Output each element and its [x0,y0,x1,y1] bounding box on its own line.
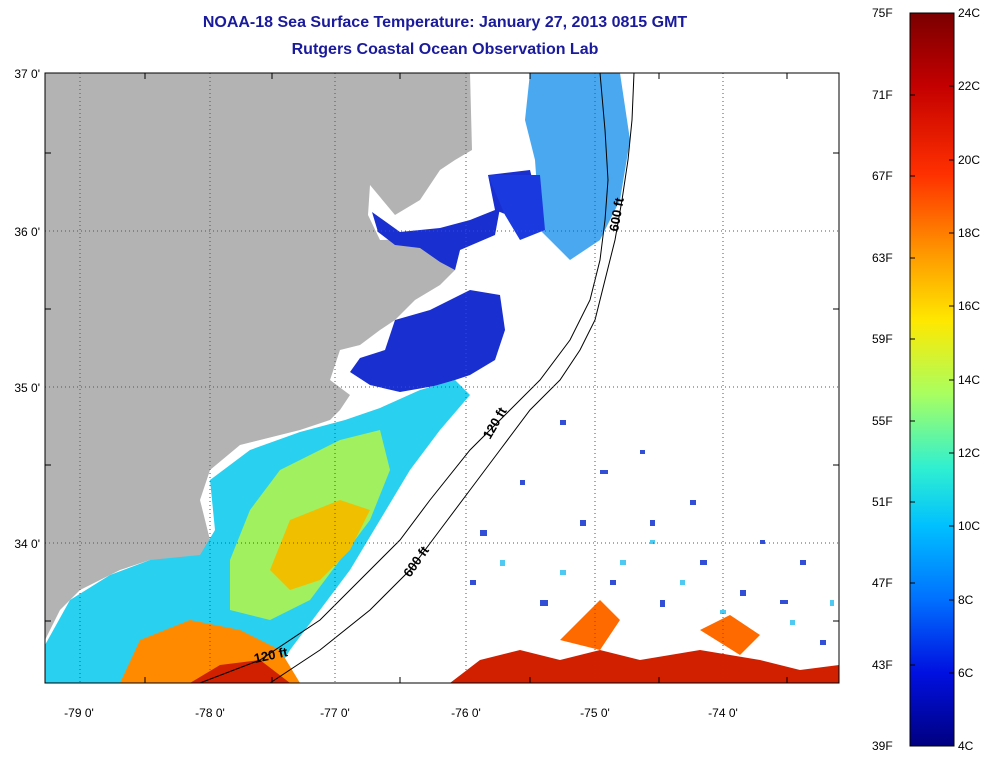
lon-label-78: -78 0' [195,706,225,720]
colorbar-f-67: 67F [872,169,893,183]
colorbar-ticks [910,85,954,674]
gulfstream-core-south [450,650,839,683]
colorbar-c-4: 4C [958,739,974,753]
colorbar-c-14: 14C [958,373,981,387]
colorbar [909,12,955,747]
lat-label-34: 34 0' [14,537,40,551]
gulfstream-patches [560,600,760,655]
colorbar-f-75: 75F [872,6,893,20]
isobath-600ft [269,73,635,683]
shelf-water-hot [270,500,370,590]
lon-label-75: -75 0' [580,706,610,720]
isobath-120ft [199,73,609,683]
northern-water-coastal [488,175,545,240]
colorbar-c-16: 16C [958,299,981,313]
colorbar-c-24: 24C [958,6,981,20]
map-subtitle: Rutgers Coastal Ocean Observation Lab [291,41,599,58]
colorbar-f-47: 47F [872,576,893,590]
colorbar-f-51: 51F [872,495,893,509]
colorbar-f-59: 59F [872,332,893,346]
graticule [45,73,839,683]
scattered-pixels-cool [500,540,834,625]
albemarle-sound [372,208,500,270]
colorbar-c-12: 12C [958,446,981,460]
land-mass [45,73,472,640]
isobath-label-120ft-south: 120 ft [253,644,290,666]
colorbar-f-55: 55F [872,414,893,428]
colorbar-c-10: 10C [958,519,981,533]
scattered-pixels [470,420,826,645]
map-frame [44,72,840,684]
colorbar-c-8: 8C [958,593,974,607]
map-ticks [45,73,839,683]
pamlico-sound [350,290,505,392]
colorbar-f-43: 43F [872,658,893,672]
colorbar-f-39: 39F [872,739,893,753]
lat-label-37: 37 0' [14,67,40,81]
lon-label-74: -74 0' [708,706,738,720]
lon-label-76: -76 0' [451,706,481,720]
colorbar-c-18: 18C [958,226,981,240]
colorbar-c-22: 22C [958,79,981,93]
colorbar-f-71: 71F [872,88,893,102]
colorbar-f-63: 63F [872,251,893,265]
isobath-label-600ft-north: 600 ft [606,196,627,233]
lon-label-79: -79 0' [64,706,94,720]
colorbar-c-6: 6C [958,666,974,680]
map-title: NOAA-18 Sea Surface Temperature: January… [202,14,688,31]
colorbar-c-20: 20C [958,153,981,167]
lat-label-36: 36 0' [14,225,40,239]
lat-label-35: 35 0' [14,381,40,395]
lon-label-77: -77 0' [320,706,350,720]
